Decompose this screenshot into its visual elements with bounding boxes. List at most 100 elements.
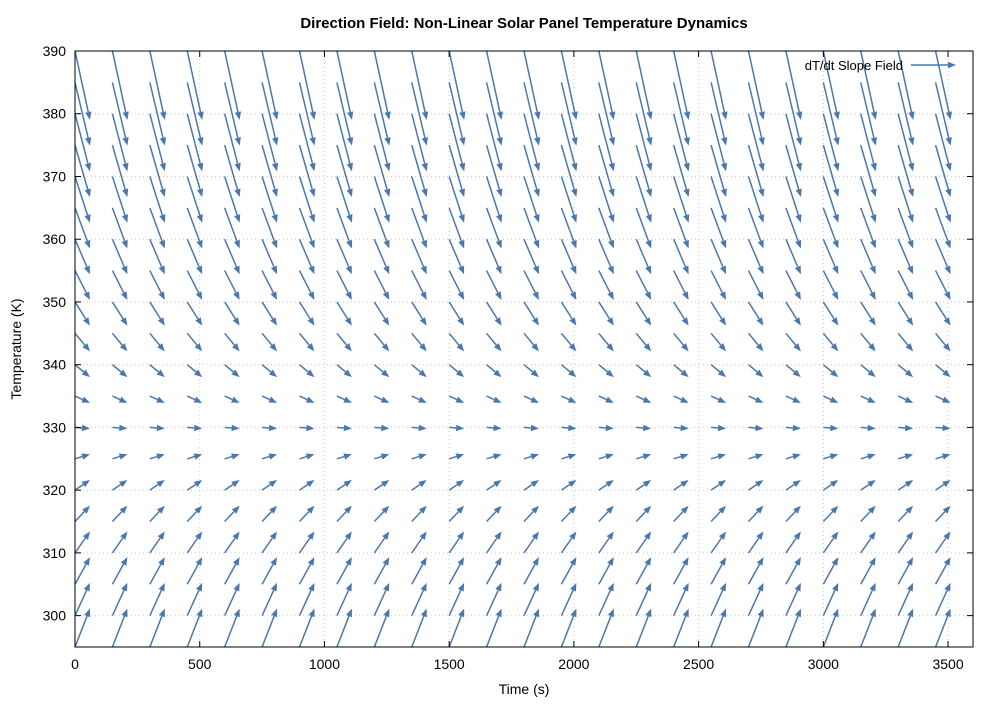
slope-arrow [411,479,427,491]
slope-arrow [523,505,539,523]
slope-arrow [486,453,502,460]
slope-arrow [187,453,203,460]
slope-arrow [374,395,390,403]
slope-arrow [785,395,801,403]
slope-arrow [748,364,764,378]
slope-arrow [934,270,951,300]
slope-arrow [373,82,391,146]
slope-arrow [187,424,203,432]
slope-arrow [860,238,876,275]
slope-arrow [860,453,876,460]
slope-arrow [75,479,90,491]
slope-arrow [485,113,503,172]
slope-arrow [822,270,839,300]
slope-arrow [523,531,539,554]
slope-arrow [673,557,689,585]
slope-arrow [75,332,90,352]
slope-arrow [897,505,914,523]
slope-arrow [710,51,728,120]
slope-arrow [186,238,203,275]
slope-arrow [448,479,465,491]
slope-arrow [635,238,652,275]
slope-arrow [897,238,914,275]
slope-arrow [934,82,952,146]
slope-arrow [560,557,577,585]
slope-arrow [485,238,502,275]
slope-arrow [448,144,465,198]
slope-arrow [747,531,764,554]
slope-arrow [223,176,241,223]
slope-arrow [411,557,427,585]
x-tick-label: 2000 [558,656,589,672]
slope-arrow [261,144,278,198]
slope-arrow [149,51,167,120]
slope-arrow [149,364,165,378]
slope-arrow [598,582,614,616]
slope-arrow [785,582,801,616]
slope-arrow [223,82,241,146]
slope-arrow [560,82,578,146]
slope-arrow [860,424,876,432]
slope-arrow [822,364,839,378]
slope-arrow [186,207,203,249]
slope-arrow [336,479,352,491]
slope-arrow [299,395,315,403]
slope-arrow [860,608,876,647]
y-tick-label: 340 [43,357,67,373]
slope-arrow [635,557,652,585]
slope-arrow [75,270,90,300]
slope-arrow [374,453,390,460]
slope-arrow [485,608,502,647]
slope-arrow [298,238,315,275]
x-tick-label: 500 [188,656,212,672]
slope-arrow [934,557,951,585]
slope-arrow [897,301,914,326]
slope-arrow [561,453,577,460]
slope-arrow [224,557,240,585]
slope-arrow [935,479,951,491]
slope-arrow [75,176,91,223]
slope-arrow [149,395,165,403]
slope-arrow [485,270,502,300]
slope-arrow [935,395,951,403]
slope-arrow [186,582,203,616]
slope-arrow [822,479,839,491]
slope-arrow [373,557,390,585]
slope-arrow [673,531,689,554]
slope-arrow [485,51,503,120]
slope-arrow [149,207,166,249]
slope-arrow [822,531,839,554]
slope-arrow [560,113,578,172]
slope-arrow [934,176,952,223]
slope-arrow [448,301,465,326]
slope-arrow [897,582,914,616]
slope-arrow [336,301,352,326]
slope-arrow [747,176,765,223]
slope-arrow [710,479,727,491]
slope-arrow [598,270,614,300]
slope-arrow [598,176,615,223]
slope-arrow [560,301,577,326]
slope-arrow [710,207,727,249]
slope-arrow [186,176,203,223]
slope-arrow [635,270,652,300]
slope-arrow [149,332,165,352]
slope-arrow [261,608,278,647]
slope-arrow [935,453,951,460]
slope-arrow [485,301,502,326]
slope-arrow [560,582,577,616]
slope-arrow [710,453,727,460]
slope-arrow [635,113,653,172]
slope-arrow [224,479,240,491]
slope-arrow [111,301,128,326]
slope-arrow [934,301,951,326]
slope-arrow [111,479,128,491]
slope-arrow [111,332,128,352]
slope-arrow [449,424,465,432]
slope-arrow [560,144,578,198]
slope-arrow [935,424,951,432]
slope-arrow [747,207,764,249]
slope-arrow [299,364,315,378]
slope-arrow [934,51,952,120]
